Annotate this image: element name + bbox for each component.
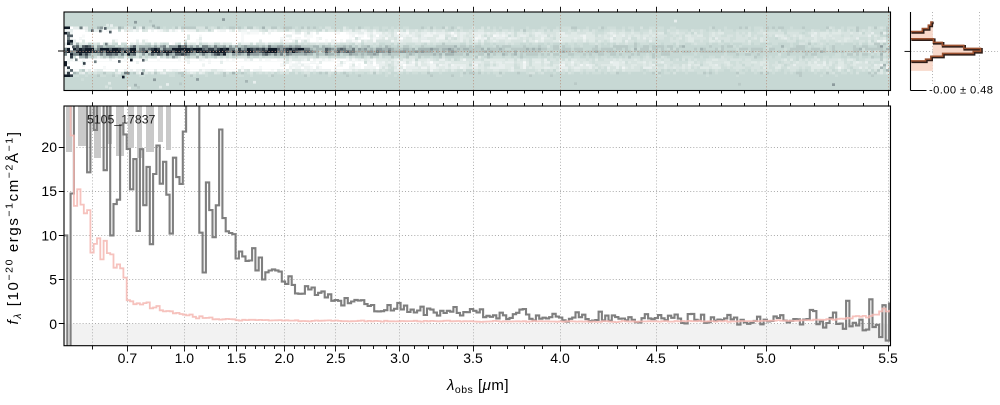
svg-text:1.5: 1.5 — [227, 350, 247, 366]
svg-text:3.0: 3.0 — [390, 350, 410, 366]
svg-text:5105_17837: 5105_17837 — [87, 112, 156, 126]
svg-text:-0.00 ± 0.48: -0.00 ± 0.48 — [929, 84, 993, 96]
svg-text:5.0: 5.0 — [756, 350, 776, 366]
svg-text:4.0: 4.0 — [550, 350, 570, 366]
svg-text:0: 0 — [49, 316, 57, 332]
svg-text:15: 15 — [41, 183, 57, 199]
svg-text:4.5: 4.5 — [646, 350, 666, 366]
svg-text:3.5: 3.5 — [463, 350, 483, 366]
svg-text:0.7: 0.7 — [118, 350, 138, 366]
svg-text:fλ [10−20 ergs−1cm−2Å−1]: fλ [10−20 ergs−1cm−2Å−1] — [4, 130, 24, 324]
svg-text:10: 10 — [41, 227, 57, 243]
svg-text:2.0: 2.0 — [275, 350, 295, 366]
svg-text:5: 5 — [49, 272, 57, 288]
svg-text:1.0: 1.0 — [175, 350, 195, 366]
svg-text:λobs [μm]: λobs [μm] — [446, 377, 509, 396]
svg-text:20: 20 — [41, 139, 57, 155]
svg-text:2.5: 2.5 — [326, 350, 346, 366]
svg-text:5.5: 5.5 — [878, 350, 898, 366]
